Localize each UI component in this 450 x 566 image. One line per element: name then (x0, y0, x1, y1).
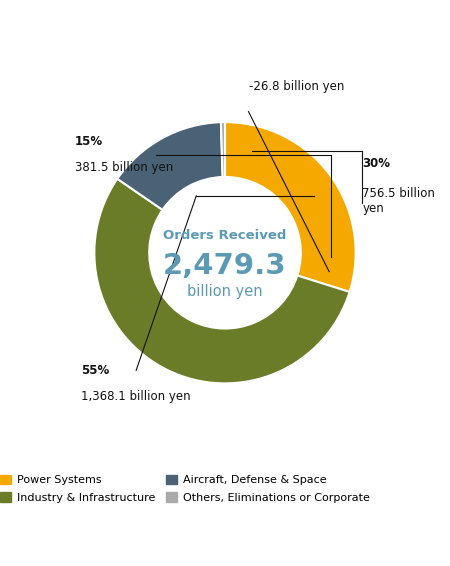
Text: 381.5 billion yen: 381.5 billion yen (75, 161, 173, 174)
Wedge shape (94, 179, 350, 383)
Text: 55%: 55% (81, 364, 109, 377)
Text: 756.5 billion
yen: 756.5 billion yen (362, 187, 435, 216)
Text: 15%: 15% (75, 135, 103, 148)
Text: 1,368.1 billion yen: 1,368.1 billion yen (81, 390, 191, 403)
Text: 30%: 30% (362, 157, 390, 170)
Wedge shape (221, 122, 225, 177)
Text: 2,479.3: 2,479.3 (163, 252, 287, 280)
Text: -26.8 billion yen: -26.8 billion yen (248, 80, 344, 93)
Legend: Power Systems, Industry & Infrastructure, Aircraft, Defense & Space, Others, Eli: Power Systems, Industry & Infrastructure… (0, 470, 374, 507)
Wedge shape (117, 122, 223, 210)
Wedge shape (225, 122, 356, 292)
Text: billion yen: billion yen (187, 285, 263, 299)
Text: Orders Received: Orders Received (163, 229, 287, 242)
